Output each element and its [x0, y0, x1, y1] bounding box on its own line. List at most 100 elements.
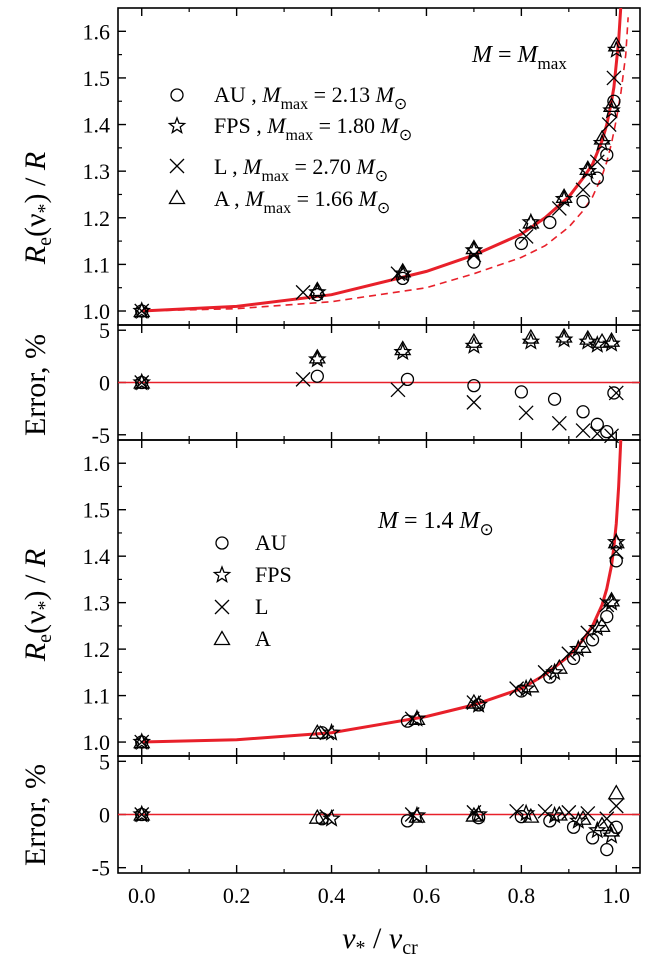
- point-fps-top-ratio: [521, 212, 541, 231]
- ytick-label-bottom-error: -5: [92, 856, 110, 881]
- point-au-bottom-error: [600, 842, 614, 857]
- point-l-bottom-error: [608, 798, 624, 814]
- panel-bottom-error: -5 0 5 0.0 0.2 0.4 0.6 0.8 1.0: [92, 749, 641, 908]
- ylabel-top-error: Error, %: [19, 334, 52, 436]
- fit-curve-dashed-top-ratio: [141, 17, 629, 312]
- point-au-top-ratio: [310, 288, 324, 302]
- legend-top-a: A , Mmax = 1.66 M⊙: [214, 186, 390, 217]
- legend-top-fps: FPS , Mmax = 1.80 M⊙: [214, 113, 412, 144]
- ylabel-top-ratio: Re(ν*) / R: [19, 152, 56, 265]
- point-au-top-ratio: [396, 271, 410, 286]
- ytick-label-top-error: 5: [99, 318, 110, 343]
- point-a-top-error: [522, 328, 540, 344]
- point-fps-bottom-error: [545, 805, 564, 824]
- point-au-top-ratio: [467, 255, 481, 269]
- point-l-top-error: [551, 415, 567, 431]
- ytick-label-bottom-ratio: 1.1: [83, 684, 111, 709]
- point-a-bottom-ratio: [408, 710, 426, 725]
- point-l-top-ratio: [575, 182, 591, 198]
- point-a-bottom-ratio: [550, 658, 568, 674]
- ytick-label-top-error: -5: [92, 423, 110, 448]
- point-l-top-error: [518, 405, 534, 421]
- point-l-top-error: [466, 394, 482, 410]
- legend-bottom-au: AU: [255, 530, 287, 555]
- point-a-top-error: [465, 332, 483, 348]
- point-l-bottom-ratio: [537, 664, 553, 680]
- point-a-top-ratio: [465, 239, 483, 255]
- point-l-bottom-ratio: [599, 597, 615, 613]
- point-l-bottom-ratio: [134, 734, 150, 750]
- point-l-top-ratio: [466, 247, 482, 263]
- point-l-bottom-error: [509, 803, 525, 819]
- point-a-bottom-ratio: [602, 591, 621, 607]
- point-au-bottom-ratio: [600, 609, 614, 624]
- point-fps-bottom-ratio: [132, 732, 152, 751]
- legend-markers: [167, 88, 232, 646]
- legend-bottom-fps: FPS: [255, 562, 292, 587]
- point-au-bottom-error: [472, 811, 486, 825]
- point-au-top-error: [514, 385, 529, 399]
- ylabel-bottom-error: Error, %: [19, 764, 52, 866]
- point-l-top-error: [295, 371, 311, 387]
- point-au-top-error: [607, 386, 621, 400]
- ytick-label-bottom-ratio: 1.5: [83, 498, 111, 523]
- ytick-label-bottom-ratio: 1.2: [83, 637, 111, 662]
- point-au-bottom-ratio: [472, 698, 486, 712]
- legend-top-au: AU , Mmax = 2.13 M⊙: [214, 82, 407, 113]
- legend-bottom: AU FPS L A: [255, 530, 292, 651]
- point-l-top-ratio: [601, 117, 617, 133]
- point-l-top-error: [575, 423, 591, 439]
- point-au-top-ratio: [576, 194, 590, 209]
- point-a-bottom-ratio: [607, 533, 625, 549]
- legend-bottom-a: A: [255, 626, 271, 651]
- point-l-top-ratio: [518, 228, 534, 244]
- ytick-label-bottom-ratio: 1.0: [83, 730, 111, 755]
- point-a-bottom-ratio: [465, 693, 483, 709]
- point-l-top-ratio: [295, 284, 311, 300]
- panel-frame-bottom-ratio: [117, 439, 641, 757]
- point-au-bottom-ratio: [514, 684, 529, 698]
- xtick-label: 0.0: [128, 883, 156, 908]
- xtick-label: 0.2: [223, 883, 251, 908]
- point-a-top-ratio: [607, 36, 625, 52]
- point-a-top-ratio: [579, 160, 597, 175]
- ytick-label-bottom-ratio: 1.3: [83, 591, 111, 616]
- point-fps-top-error: [393, 342, 413, 361]
- point-a-top-error: [555, 327, 573, 343]
- point-au-top-error: [576, 405, 590, 419]
- point-fps-top-ratio: [132, 301, 152, 319]
- panels: 1.01.11.21.31.41.51.6-5051.01.11.21.31.4…: [83, 7, 641, 908]
- point-au-top-error: [400, 372, 415, 387]
- point-a-bottom-error: [408, 807, 426, 823]
- point-fps-bottom-error: [587, 820, 607, 839]
- point-a-top-ratio: [593, 129, 611, 145]
- xtick-label: 0.6: [413, 883, 441, 908]
- point-au-top-error: [547, 392, 562, 406]
- point-a-bottom-error: [602, 821, 621, 837]
- point-fps-top-error: [587, 335, 607, 353]
- point-l-bottom-error: [134, 807, 150, 822]
- point-a-bottom-ratio: [522, 677, 540, 693]
- legend-bottom-marker-au: [215, 536, 229, 550]
- fit-curve-solid-bottom-ratio: [141, 440, 623, 744]
- point-a-bottom-ratio: [308, 723, 326, 739]
- point-fps-top-error: [464, 336, 484, 354]
- point-au-bottom-ratio: [609, 554, 623, 568]
- point-au-bottom-error: [400, 814, 415, 828]
- point-a-top-ratio: [522, 213, 540, 229]
- point-a-top-error: [602, 331, 621, 347]
- ytick-label-bottom-ratio: 1.4: [83, 544, 111, 569]
- point-a-top-error: [593, 332, 611, 348]
- point-au-top-error: [467, 378, 481, 393]
- ytick-label-top-ratio: 1.0: [83, 299, 111, 324]
- point-l-bottom-error: [537, 803, 553, 819]
- point-l-bottom-ratio: [580, 625, 596, 641]
- point-au-top-error: [310, 369, 324, 383]
- legend-top-marker-l: [169, 158, 185, 174]
- point-au-top-ratio: [543, 215, 557, 230]
- legend-top-marker-au: [170, 88, 184, 102]
- point-l-bottom-ratio: [509, 681, 525, 697]
- point-a-top-ratio: [555, 188, 573, 203]
- panel-top-ratio: 1.0 1.1 1.2 1.3 1.4 1.5 1.6: [83, 7, 641, 326]
